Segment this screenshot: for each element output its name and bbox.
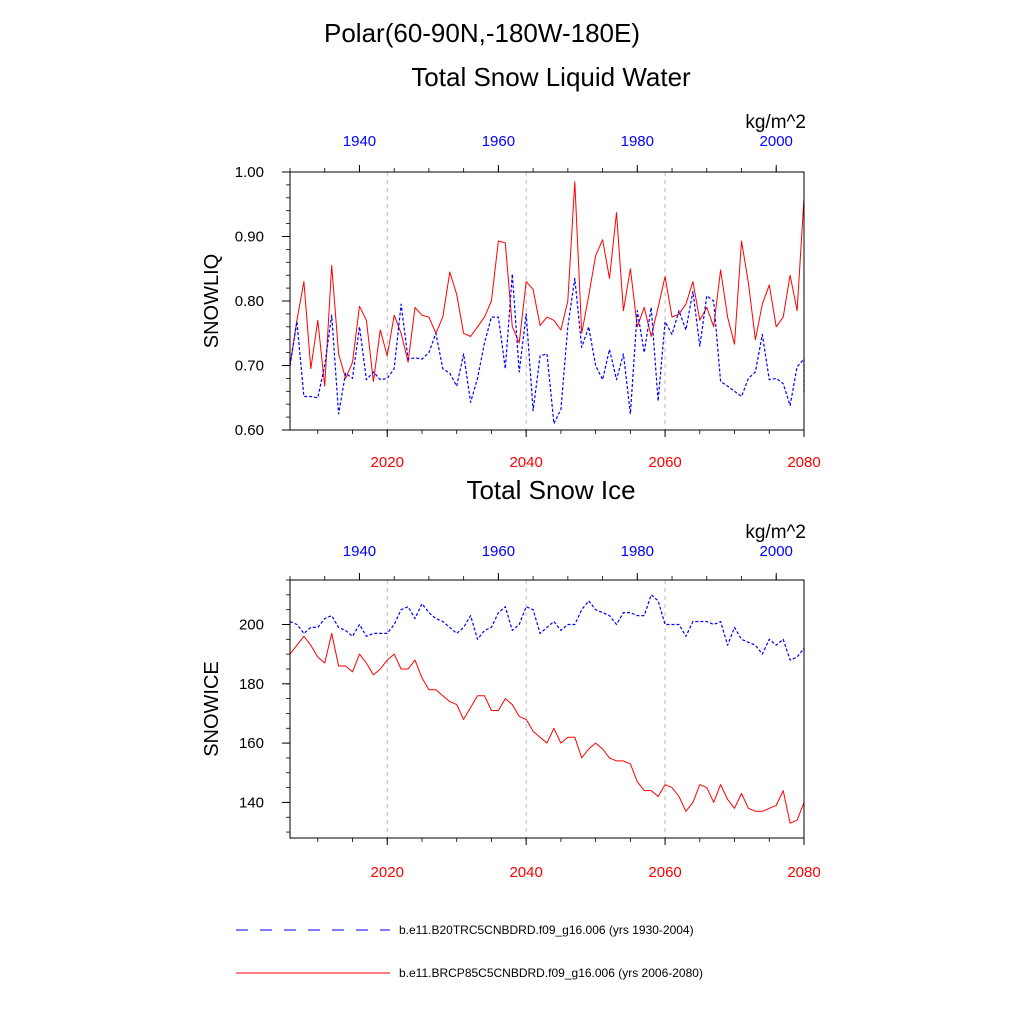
main-title: Polar(60-90N,-180W-180E) (324, 18, 640, 48)
series-line-0-0 (289, 181, 805, 387)
x-bottom-tick-label-1-2: 2060 (648, 864, 681, 881)
x-bottom-tick-label-1-0: 2020 (371, 864, 404, 881)
chart-title-1: Total Snow Ice (466, 475, 635, 505)
x-bottom-tick-label-0-3: 2080 (787, 454, 820, 471)
x-top-tick-label-0-1: 1960 (482, 133, 515, 150)
x-top-tick-label-0-2: 1980 (621, 133, 654, 150)
series-line-1-1 (289, 594, 805, 661)
y-tick-label-0-2: 0.80 (235, 293, 264, 310)
x-bottom-tick-label-0-2: 2060 (648, 454, 681, 471)
series-line-1-0 (289, 632, 805, 824)
x-top-tick-label-1-2: 1980 (621, 543, 654, 560)
x-top-tick-label-0-3: 2000 (760, 133, 793, 150)
y-tick-label-0-0: 0.60 (235, 422, 264, 439)
y-axis-label-0: SNOWLIQ (201, 254, 223, 348)
x-top-tick-label-1-1: 1960 (482, 543, 515, 560)
y-tick-label-0-1: 0.70 (235, 358, 264, 375)
x-bottom-tick-label-1-1: 2040 (509, 864, 542, 881)
y-tick-label-1-2: 180 (239, 676, 264, 693)
units-label-0: kg/m^2 (745, 112, 806, 133)
y-tick-label-1-0: 140 (239, 794, 264, 811)
plot-frame-1 (289, 579, 805, 839)
x-bottom-tick-label-1-3: 2080 (787, 864, 820, 881)
x-top-tick-label-1-0: 1940 (343, 543, 376, 560)
legend-label-1: b.e11.BRCP85C5CNBDRD.f09_g16.006 (yrs 20… (399, 966, 703, 980)
x-top-tick-label-1-3: 2000 (760, 543, 793, 560)
y-tick-label-1-1: 160 (239, 735, 264, 752)
legend-label-0: b.e11.B20TRC5CNBDRD.f09_g16.006 (yrs 193… (399, 923, 694, 937)
series-line-0-1 (289, 273, 805, 425)
y-tick-label-0-4: 1.00 (235, 164, 264, 181)
x-bottom-tick-label-0-0: 2020 (371, 454, 404, 471)
x-bottom-tick-label-0-1: 2040 (509, 454, 542, 471)
chart-title-0: Total Snow Liquid Water (411, 62, 691, 92)
y-tick-label-1-3: 200 (239, 616, 264, 633)
y-axis-label-1: SNOWICE (201, 661, 223, 757)
y-tick-label-0-3: 0.90 (235, 229, 264, 246)
units-label-1: kg/m^2 (745, 522, 806, 543)
plot-frame-0 (289, 171, 805, 431)
x-top-tick-label-0-0: 1940 (343, 133, 376, 150)
